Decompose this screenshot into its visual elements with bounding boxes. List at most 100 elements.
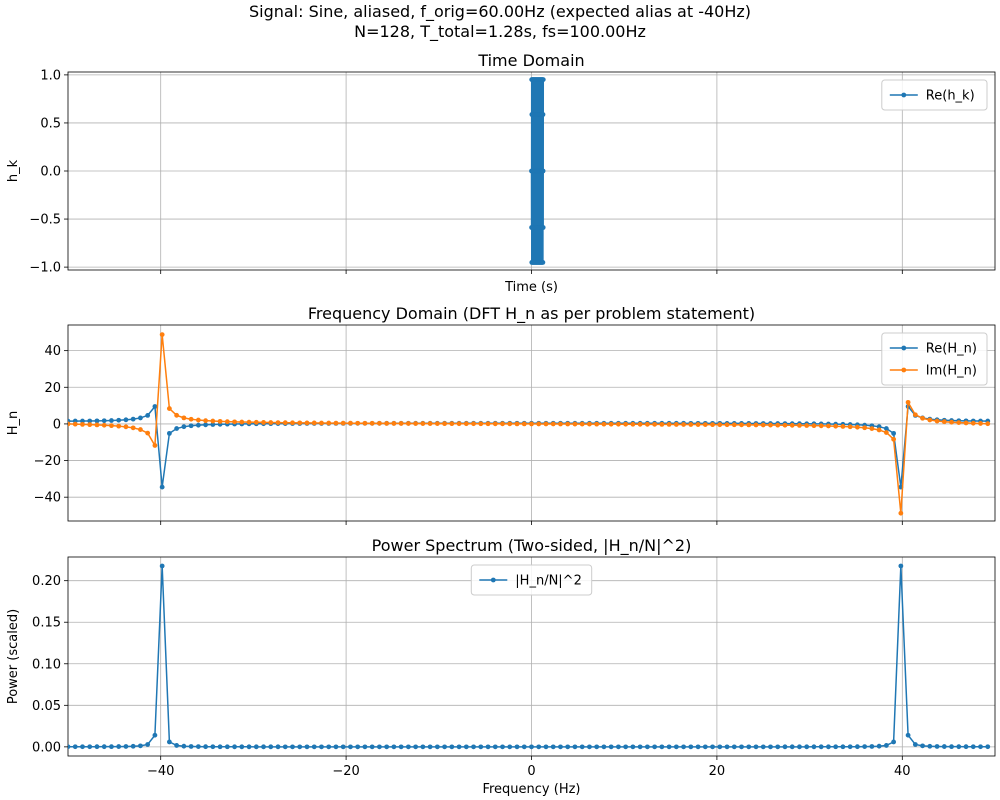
- data-point: [405, 744, 411, 750]
- data-point: [760, 422, 766, 428]
- subplot-title: Frequency Domain (DFT H_n as per problem…: [308, 304, 755, 324]
- y-tick-label: 0.5: [40, 116, 61, 131]
- data-point: [898, 563, 904, 569]
- data-point: [188, 744, 194, 749]
- data-point: [253, 744, 259, 750]
- data-point: [210, 422, 216, 427]
- figure-title-line1: Signal: Sine, aliased, f_orig=60.00Hz (e…: [248, 2, 752, 21]
- data-point: [963, 744, 969, 750]
- data-point: [188, 423, 194, 429]
- data-point: [152, 732, 158, 738]
- x-tick-label: 20: [709, 764, 726, 779]
- x-tick-label: −40: [147, 764, 174, 779]
- data-point: [138, 415, 143, 421]
- data-point: [80, 418, 85, 424]
- data-point: [203, 418, 209, 424]
- data-point: [536, 744, 542, 750]
- data-point: [963, 420, 969, 426]
- data-point: [181, 415, 187, 421]
- data-point: [540, 77, 546, 82]
- data-point: [391, 744, 397, 750]
- data-point: [384, 420, 390, 426]
- data-point: [623, 744, 629, 750]
- data-point: [717, 422, 723, 428]
- data-point: [731, 744, 737, 750]
- data-point: [253, 419, 259, 425]
- data-point: [282, 744, 288, 750]
- y-axis-label: H_n: [6, 411, 21, 436]
- data-point: [587, 421, 592, 427]
- data-point: [123, 417, 129, 423]
- data-point: [833, 744, 839, 750]
- chart-power: −40 −20 0 20 40 0.00 0.05 0.10 0.15 0.20 Power Spe…: [6, 536, 996, 797]
- data-point: [891, 430, 897, 436]
- data-point: [572, 421, 578, 427]
- data-point: [616, 744, 621, 750]
- data-point: [152, 443, 158, 448]
- data-point: [818, 423, 824, 429]
- data-point: [797, 423, 802, 428]
- data-point: [883, 426, 889, 431]
- data-point: [268, 744, 274, 750]
- data-point: [500, 744, 505, 750]
- data-point: [413, 421, 419, 426]
- data-point: [195, 417, 201, 423]
- data-point: [87, 418, 93, 424]
- data-point: [166, 430, 172, 436]
- data-point: [883, 430, 889, 435]
- data-point: [956, 420, 962, 425]
- data-point: [753, 422, 759, 428]
- legend-label: |H_n/N|^2: [515, 574, 582, 589]
- y-tick-label: −40: [34, 491, 61, 506]
- legend: Re(H_n) Im(H_n): [881, 332, 988, 386]
- data-point: [420, 421, 426, 426]
- data-point: [702, 422, 708, 427]
- data-point: [978, 744, 983, 750]
- data-point: [920, 415, 925, 421]
- data-point: [949, 419, 954, 425]
- data-point: [434, 421, 440, 426]
- data-point: [340, 420, 346, 426]
- data-point: [876, 743, 882, 749]
- data-point: [833, 423, 839, 429]
- data-point: [326, 420, 332, 426]
- data-point: [970, 744, 976, 750]
- data-point: [463, 421, 469, 427]
- data-point: [540, 112, 546, 117]
- data-point: [442, 744, 447, 750]
- data-point: [673, 744, 679, 750]
- data-point: [398, 421, 404, 426]
- data-point: [384, 744, 390, 750]
- data-point: [637, 744, 643, 750]
- data-point: [456, 421, 462, 427]
- data-point: [949, 744, 954, 750]
- data-point: [478, 421, 484, 427]
- data-point: [601, 744, 607, 750]
- y-tick-label: 0.10: [32, 657, 61, 672]
- data-point: [101, 418, 107, 424]
- data-point: [471, 744, 476, 750]
- y-tick-label: 20: [44, 381, 61, 396]
- data-point: [94, 422, 100, 428]
- data-point: [87, 422, 93, 428]
- data-point: [594, 744, 600, 750]
- data-point: [536, 421, 542, 427]
- data-point: [203, 422, 209, 428]
- data-point: [601, 421, 607, 427]
- data-point: [130, 743, 136, 749]
- data-point: [217, 418, 223, 424]
- data-point: [985, 421, 991, 427]
- data-point: [138, 427, 143, 432]
- data-point: [898, 510, 904, 516]
- data-point: [768, 744, 773, 750]
- legend-marker: [901, 367, 907, 373]
- data-point: [72, 744, 78, 750]
- data-point: [290, 420, 295, 426]
- data-point: [753, 744, 759, 750]
- y-axis-label: h_k: [6, 159, 21, 182]
- data-point: [934, 418, 940, 424]
- data-point: [304, 420, 310, 426]
- data-point: [514, 421, 520, 427]
- data-point: [876, 427, 882, 433]
